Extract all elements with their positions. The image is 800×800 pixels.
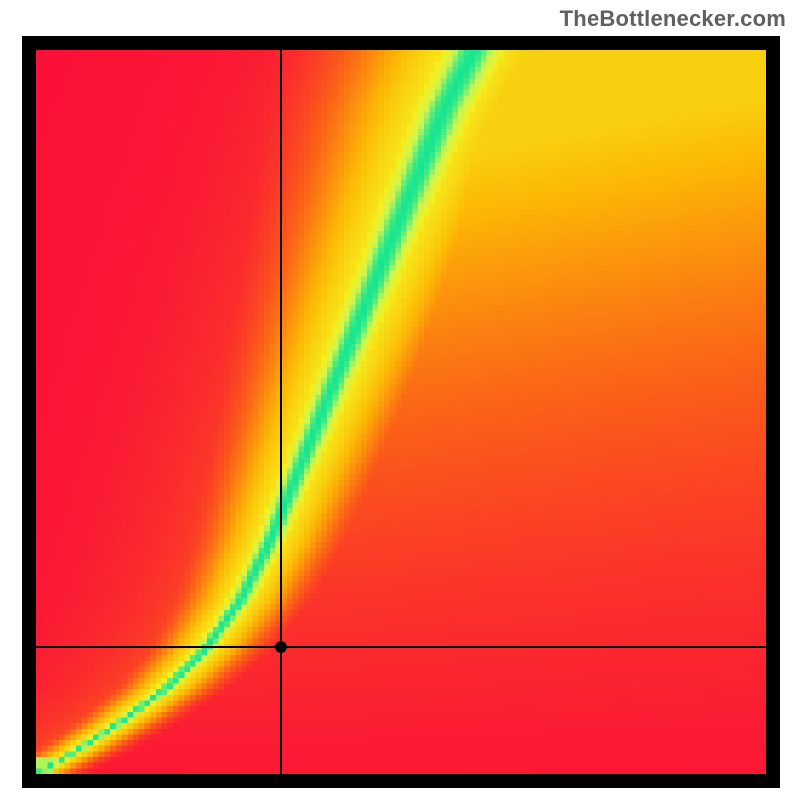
crosshair-marker bbox=[274, 640, 288, 654]
crosshair-horizontal bbox=[36, 646, 766, 648]
bottleneck-heatmap bbox=[36, 50, 766, 774]
watermark-text: TheBottlenecker.com bbox=[560, 6, 786, 32]
crosshair-vertical bbox=[280, 50, 282, 774]
